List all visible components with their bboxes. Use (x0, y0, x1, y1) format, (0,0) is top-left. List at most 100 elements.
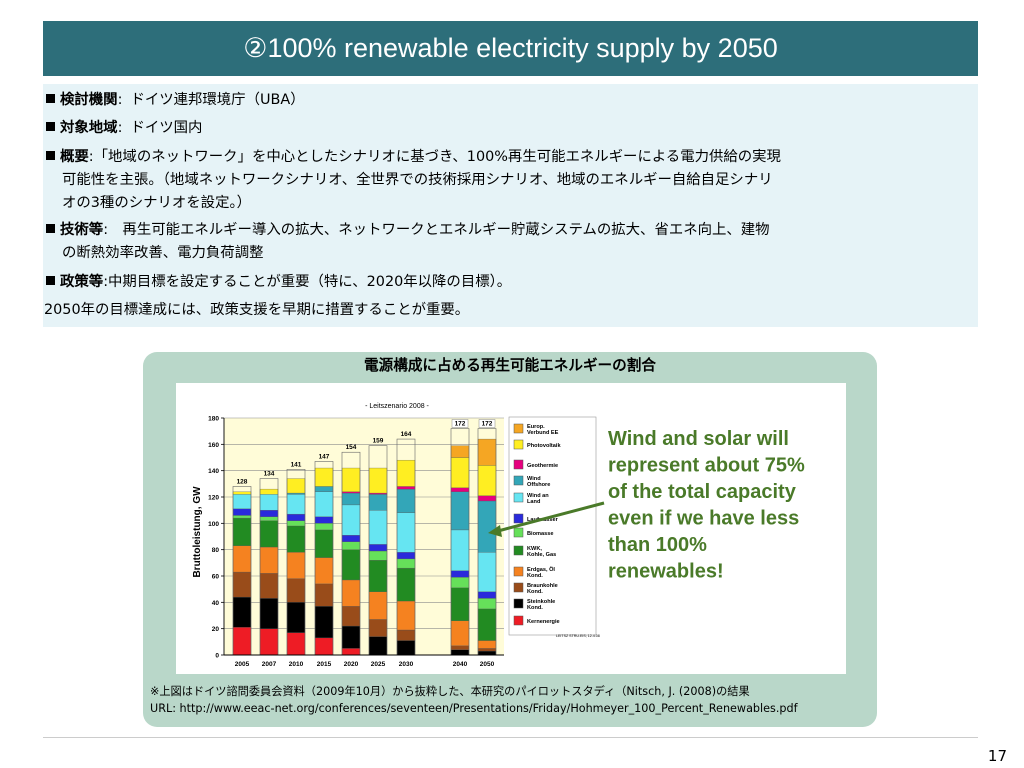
chart-credit: LEITSZ STRU.EIS; 12.4.08 (556, 634, 600, 638)
bars: 128 134 141 147 154 159 164 172 172 (232, 419, 497, 656)
bar-segment (314, 529, 334, 558)
data-label: 172 (482, 421, 493, 428)
bar-segment (396, 558, 416, 569)
bar-segment (450, 645, 470, 650)
bar-segment (314, 606, 334, 639)
data-label: 154 (346, 444, 357, 451)
chart-title: - Leitszenario 2008 - (365, 403, 429, 410)
bar-segment (341, 504, 361, 536)
bar-segment (259, 488, 279, 495)
legend-label: Steinkohle (527, 599, 555, 605)
bar-segment (477, 591, 497, 599)
bar-segment (368, 619, 388, 637)
x-tick-label: 2030 (399, 661, 414, 668)
annotation-line: than 100% (608, 534, 707, 556)
info-region-label: 対象地域 (60, 120, 118, 136)
legend-label: Wind (527, 476, 541, 482)
bar-segment (259, 546, 279, 574)
legend-label: Erdgas, Öl (527, 566, 555, 573)
bar-segment (314, 486, 334, 492)
bar-segment (450, 587, 470, 621)
info-policy-label: 政策等 (60, 274, 104, 290)
note-source: ※上図はドイツ諮問委員会資料（2009年10月）から抜粋した、本研究のパイロット… (150, 685, 750, 698)
bar-segment (341, 541, 361, 550)
bar-segment (368, 560, 388, 592)
annotation-line: represent about 75% (608, 455, 805, 477)
bar-segment (259, 573, 279, 599)
annotation-arrowhead (488, 525, 502, 537)
bullet-icon (46, 122, 55, 131)
legend-label: Land (527, 499, 541, 505)
x-tick-label: 2050 (480, 661, 495, 668)
bar-segment (341, 579, 361, 607)
bar-segment (450, 491, 470, 531)
bar-segment (232, 517, 252, 546)
y-tick-label: 60 (212, 574, 220, 581)
bar-segment (396, 486, 416, 490)
y-tick-label: 80 (212, 547, 220, 554)
bar-segment (286, 602, 306, 633)
bar-segment (286, 478, 306, 494)
data-label: 164 (401, 431, 412, 438)
bar-segment (232, 494, 252, 510)
bar-segment (368, 550, 388, 561)
bar-segment (396, 629, 416, 641)
bar-segment (477, 608, 497, 641)
bar-segment (232, 571, 252, 598)
bar-segment (259, 494, 279, 511)
info-summary-row: 概要:「地域のネットワーク」を中心としたシナリオに基づき、100%再生可能エネル… (46, 145, 781, 169)
bullet-icon (46, 94, 55, 103)
y-tick-label: 100 (208, 521, 219, 528)
bar-segment (314, 583, 334, 607)
bar-segment (396, 512, 416, 553)
bar-segment (341, 491, 361, 494)
info-tech-label: 技術等 (60, 222, 104, 238)
bar-segment (477, 495, 497, 502)
legend-label: Wind an (527, 493, 549, 499)
bar-segment (450, 577, 470, 588)
annotation: Wind and solar will represent about 75% of… (488, 428, 805, 583)
y-tick-label: 40 (212, 600, 220, 607)
legend: Europ.Verbund EE Photovoltaik Geothermie Wi… (508, 416, 597, 636)
legend-swatch (513, 545, 524, 556)
bar-segment (232, 545, 252, 573)
bar-segment (341, 625, 361, 649)
bar-segment (286, 552, 306, 579)
legend-swatch (513, 566, 524, 577)
legend-swatch (513, 475, 524, 486)
bar-segment (368, 467, 388, 494)
note-url: URL: http://www.eeac-net.org/conferences… (150, 702, 798, 715)
legend-label: Verbund EE (527, 430, 559, 436)
bar-segment (368, 591, 388, 620)
legend-swatch (513, 459, 524, 470)
y-axis-label: Bruttoleistung, GW (192, 486, 203, 578)
bullet-icon (46, 276, 55, 285)
bar-segment (396, 552, 416, 560)
legend-label: Kond. (527, 589, 543, 595)
bar-segment (396, 567, 416, 602)
bar-segment (477, 598, 497, 610)
info-final-line: 2050年の目標達成には、政策支援を早期に措置することが重要。 (44, 302, 470, 318)
bar-segment (286, 513, 306, 521)
data-label: 128 (237, 478, 248, 485)
info-agency-row: 検討機関: ドイツ連邦環境庁（UBA） (46, 88, 305, 112)
bar-segment (314, 557, 334, 585)
info-region-sep: : (117, 120, 123, 136)
bar-segment (314, 467, 334, 487)
bar-segment (341, 467, 361, 492)
bar-segment (314, 637, 334, 656)
bar-segment (232, 596, 252, 628)
legend-label: Braunkohle (527, 583, 558, 589)
x-tick-label: 2007 (262, 661, 277, 668)
data-label: 141 (291, 461, 302, 468)
bar-segment (259, 628, 279, 656)
legend-label: KWK, (527, 546, 542, 552)
annotation-line: Wind and solar will (608, 428, 789, 450)
bar-segment (450, 620, 470, 646)
legend-label: Kernenergie (527, 619, 560, 625)
bar-segment (259, 510, 279, 517)
bar-segment (259, 516, 279, 521)
info-region-row: 対象地域: ドイツ国内 (46, 116, 202, 140)
annotation-arrow (497, 501, 605, 533)
y-tick-label: 120 (208, 495, 219, 502)
